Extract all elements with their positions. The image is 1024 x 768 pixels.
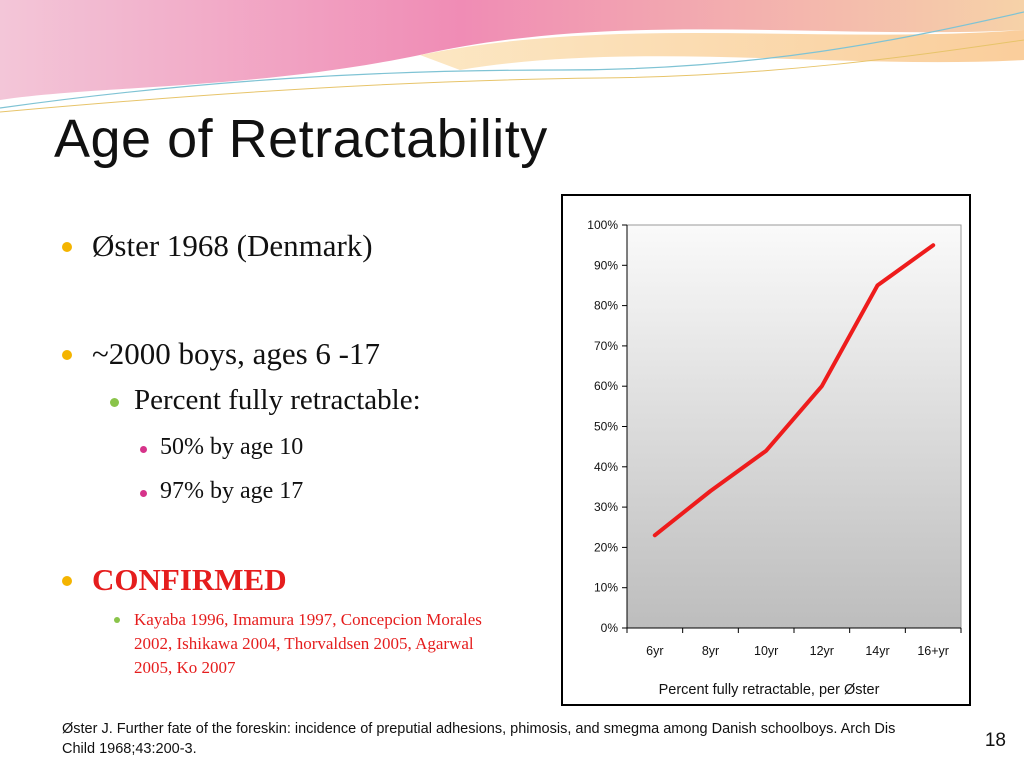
line-chart: 0% 10% 20% 30% 40% 50% 60% 70% 80% 90% 100% 6yr 8yr 1… (587, 218, 962, 698)
y-tick-label: 100% (587, 218, 618, 232)
y-tick-label: 90% (594, 258, 618, 272)
y-tick-label: 60% (594, 379, 618, 393)
bullet-text: ~2000 boys, ages 6 -17 (92, 336, 380, 371)
chart-frame: 0% 10% 20% 30% 40% 50% 60% 70% 80% 90% 100% 6yr 8yr 1… (561, 194, 971, 706)
bullet-text: Kayaba 1996, Imamura 1997, Concepcion Mo… (134, 610, 482, 677)
bullet-text: 97% by age 17 (160, 478, 304, 504)
y-tick-label: 40% (594, 460, 618, 474)
x-tick-label: 16+yr (917, 644, 949, 658)
chart-axes: 0% 10% 20% 30% 40% 50% 60% 70% 80% 90% 100% 6yr 8yr 1… (587, 218, 962, 658)
bullet-dot-icon (62, 576, 72, 586)
bullet-dot-icon (140, 490, 147, 497)
decorative-wave-banner (0, 0, 1024, 113)
slide-title: Age of Retractability (54, 109, 548, 169)
bullet-text: 50% by age 10 (160, 434, 304, 460)
y-tick-label: 70% (594, 339, 618, 353)
y-tick-label: 80% (594, 299, 618, 313)
bullet-text: Percent fully retractable: (134, 384, 421, 416)
chart-series (652, 243, 936, 538)
page-number: 18 (984, 730, 1006, 751)
x-tick-label: 14yr (865, 644, 889, 658)
y-tick-label: 50% (594, 420, 618, 434)
chart-caption: Percent fully retractable, per Øster (659, 682, 880, 698)
plot-area (626, 224, 962, 629)
y-tick-label: 10% (594, 581, 618, 595)
x-tick-label: 6yr (646, 644, 663, 658)
x-tick-label: 12yr (810, 644, 834, 658)
y-tick-label: 30% (594, 500, 618, 514)
bullet-dot-icon (114, 617, 120, 623)
sub-bullet-references: Kayaba 1996, Imamura 1997, Concepcion Mo… (114, 608, 514, 680)
bullet-dot-icon (62, 350, 72, 360)
x-tick-label: 8yr (702, 644, 719, 658)
y-tick-label: 0% (601, 621, 619, 635)
citation-footnote: Øster J. Further fate of the foreskin: i… (62, 721, 896, 757)
series-line (652, 243, 936, 538)
bullet-dot-icon (140, 446, 147, 453)
x-tick-label: 10yr (754, 644, 778, 658)
bullet-text: Øster 1968 (Denmark) (92, 228, 373, 263)
bullet-dot-icon (110, 398, 119, 407)
y-tick-label: 20% (594, 540, 618, 554)
bullet-dot-icon (62, 242, 72, 252)
bullet-text: CONFIRMED (92, 562, 287, 597)
